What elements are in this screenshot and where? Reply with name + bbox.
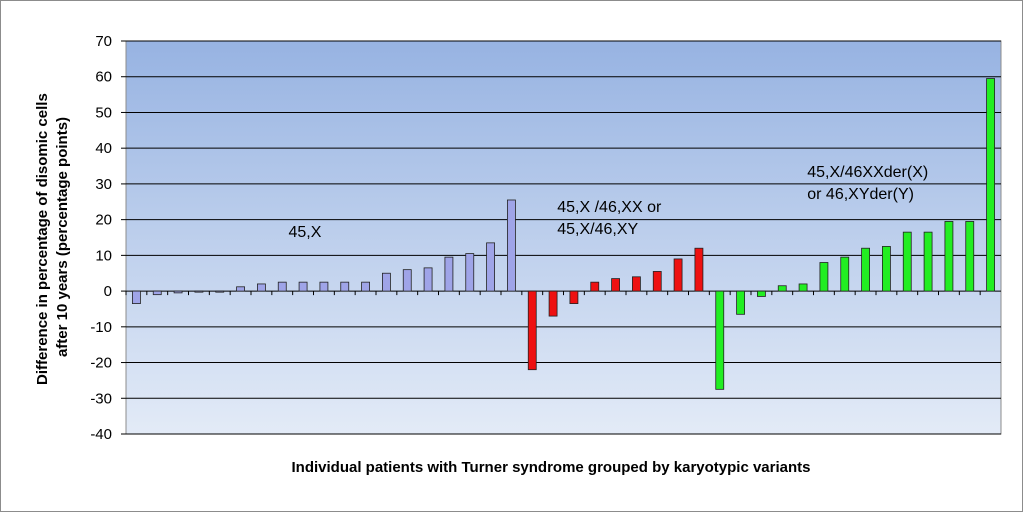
y-tick-label: -40	[90, 426, 112, 443]
bar	[965, 221, 975, 292]
bar	[194, 290, 204, 293]
y-tick-label: 10	[95, 247, 112, 264]
bar	[569, 290, 579, 304]
group-annotation: 45,X	[289, 224, 322, 241]
bar	[673, 258, 683, 292]
bar	[611, 278, 620, 292]
bar	[757, 290, 766, 297]
group-annotation: 45,X /46,XX or 45,X/46,XY	[557, 199, 662, 238]
bar	[944, 221, 954, 292]
bar	[840, 256, 850, 292]
bar	[861, 247, 870, 292]
bar	[465, 253, 475, 292]
group-annotation-line: or 46,XYder(Y)	[807, 186, 914, 203]
bar	[152, 290, 162, 296]
y-tick-label: -20	[90, 355, 112, 372]
bar	[215, 290, 225, 293]
y-tick-label: 40	[95, 140, 112, 157]
bar	[298, 281, 308, 292]
bar	[340, 281, 350, 292]
bar	[694, 247, 704, 292]
y-tick-label: -10	[90, 319, 112, 336]
bar	[736, 290, 745, 315]
bar	[652, 271, 662, 292]
bars	[125, 78, 995, 390]
gridlines	[121, 40, 1001, 435]
group-annotations: 45,X 45,X /46,XX or 45,X/46,XY 45,X/46XXder…	[289, 164, 929, 241]
bar	[590, 281, 600, 292]
bar	[715, 290, 725, 390]
bar	[319, 281, 329, 292]
bar	[277, 281, 287, 292]
group-annotation-line: 45,X	[289, 224, 322, 241]
bar	[986, 78, 995, 292]
group-annotation-line: 45,X/46XXder(X)	[807, 164, 928, 181]
y-tick-label: 70	[95, 33, 112, 50]
y-tick-label: 0	[104, 283, 112, 300]
bar	[423, 267, 433, 292]
group-annotation: 45,X/46XXder(X) or 46,XYder(Y)	[807, 164, 928, 203]
bar	[257, 283, 266, 292]
bar	[632, 276, 641, 292]
bar	[361, 281, 370, 292]
bar	[236, 286, 245, 292]
y-tick-labels: 70 60 50 40 30 20 10 0 -10 -20 -30 -40	[90, 33, 112, 443]
bar	[173, 290, 183, 294]
bar	[444, 256, 454, 292]
bar	[882, 246, 891, 292]
y-tick-label: 20	[95, 212, 112, 229]
bar	[798, 283, 808, 292]
y-tick-label: -30	[90, 390, 112, 407]
bar	[402, 269, 412, 292]
bar	[819, 262, 829, 292]
bar	[777, 285, 787, 292]
y-tick-label: 30	[95, 176, 112, 193]
y-tick-label: 60	[95, 69, 112, 86]
group-annotation-line: 45,X/46,XY	[557, 221, 638, 238]
bar	[132, 290, 141, 304]
y-tick-label: 50	[95, 104, 112, 121]
y-axis-title-line-1: Difference in percentage of disomic cell…	[34, 93, 51, 385]
y-axis-title: Difference in percentage of disomic cell…	[34, 89, 71, 385]
bar	[382, 272, 391, 292]
group-annotation-line: 45,X /46,XX or	[557, 199, 662, 216]
y-axis-title-line-2: after 10 years (percentage points)	[54, 117, 71, 357]
bar	[548, 290, 558, 317]
bar	[902, 231, 912, 292]
bar	[486, 242, 495, 292]
bar	[923, 231, 933, 292]
x-axis-title: Individual patients with Turner syndrome…	[292, 459, 811, 476]
bar	[527, 290, 537, 371]
plot-area	[125, 40, 1002, 435]
bar	[507, 199, 516, 292]
